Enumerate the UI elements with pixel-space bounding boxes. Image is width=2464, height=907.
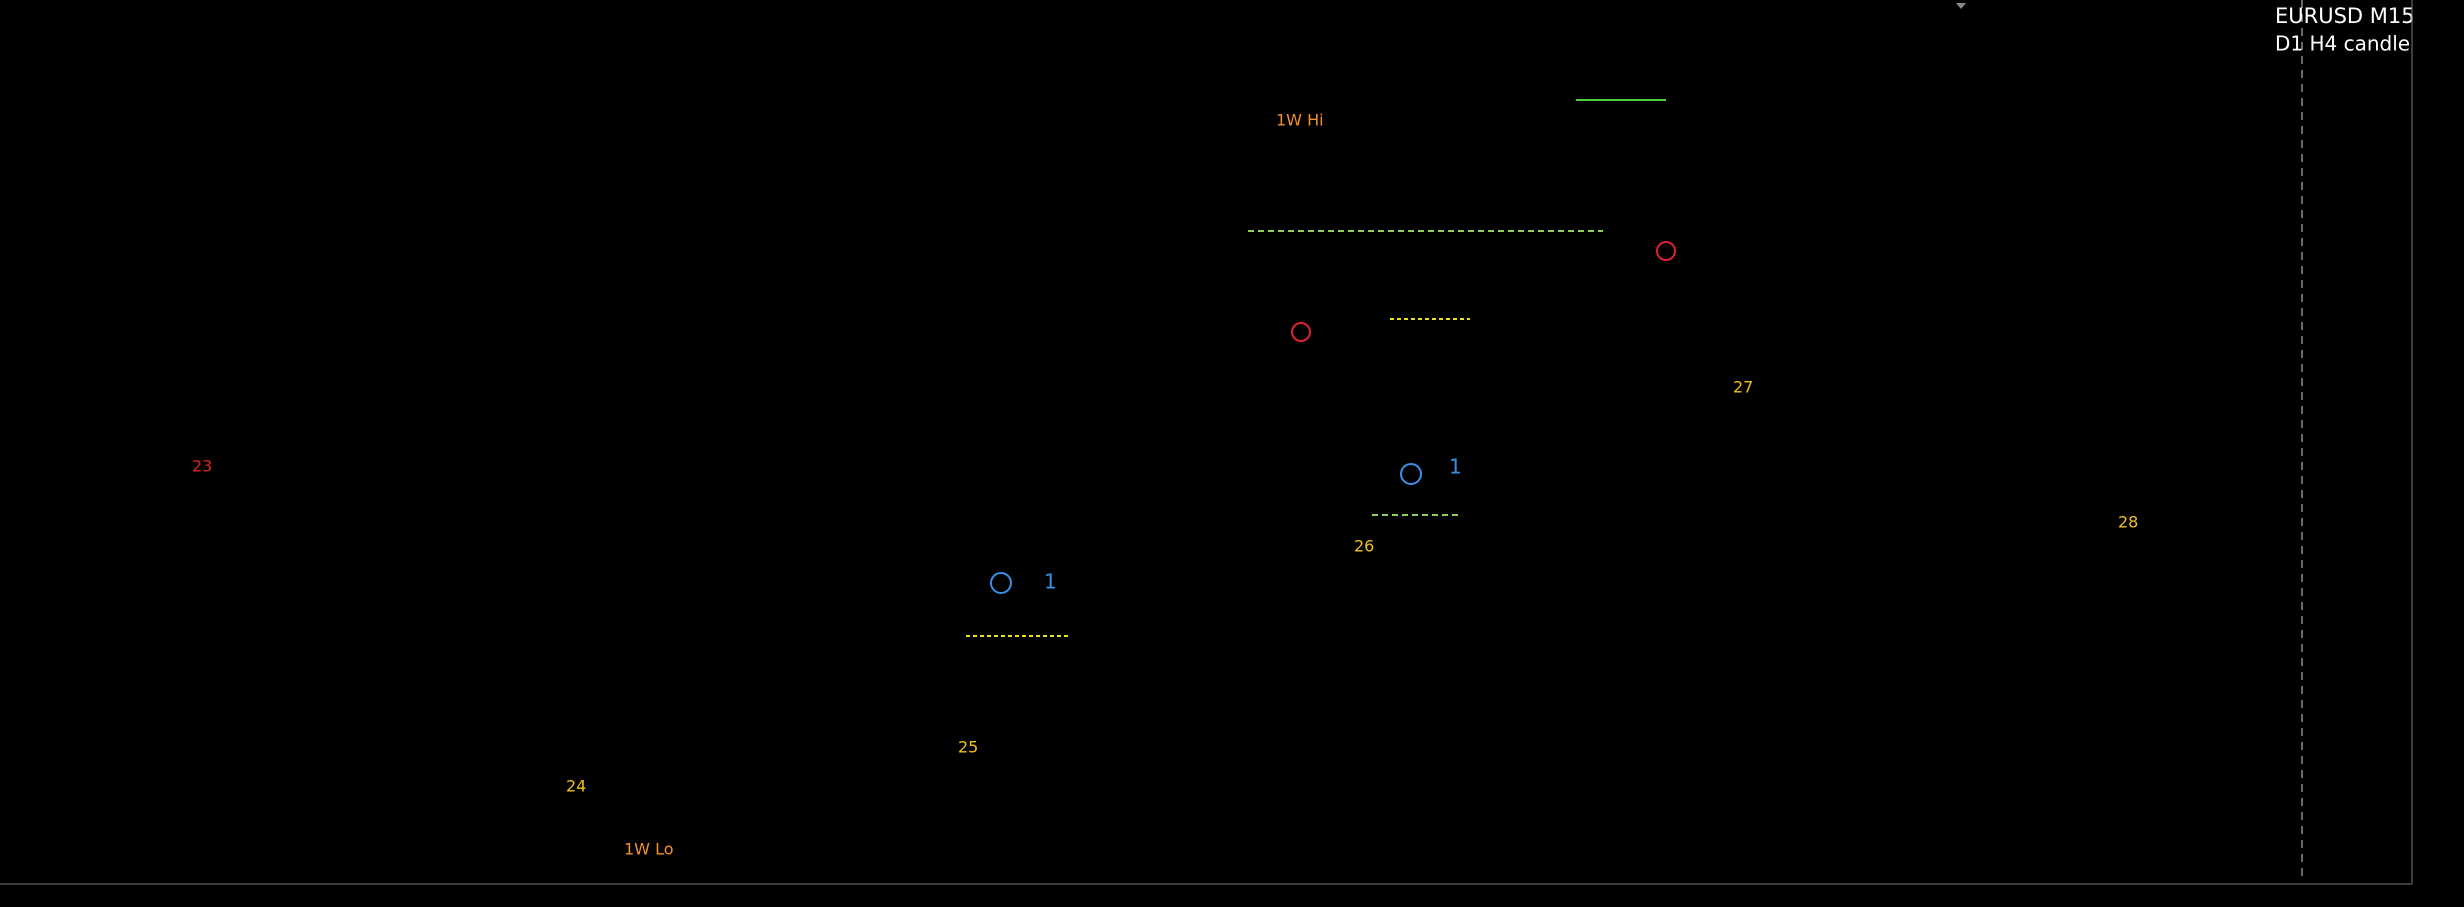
signal-circle	[1291, 322, 1311, 342]
signal-circle	[1400, 463, 1422, 485]
chart-title: EURUSD M15	[2275, 4, 2415, 28]
chart-subtitle: D1 H4 candle	[2275, 32, 2410, 56]
annotation: 27	[1733, 378, 1753, 397]
annotation: 28	[2118, 513, 2138, 532]
annotation: 1W Lo	[624, 840, 674, 859]
scroll-marker	[1956, 3, 1966, 9]
annotation: 1W Hi	[1276, 111, 1324, 130]
annotation: 25	[958, 738, 978, 757]
annotation: 23	[192, 457, 212, 476]
signal-circle	[1656, 241, 1676, 261]
annotation: 1	[1449, 455, 1462, 479]
annotation: 24	[566, 777, 586, 796]
annotation: 26	[1354, 537, 1374, 556]
annotation: 1	[1044, 570, 1057, 594]
signal-circle	[990, 572, 1012, 594]
